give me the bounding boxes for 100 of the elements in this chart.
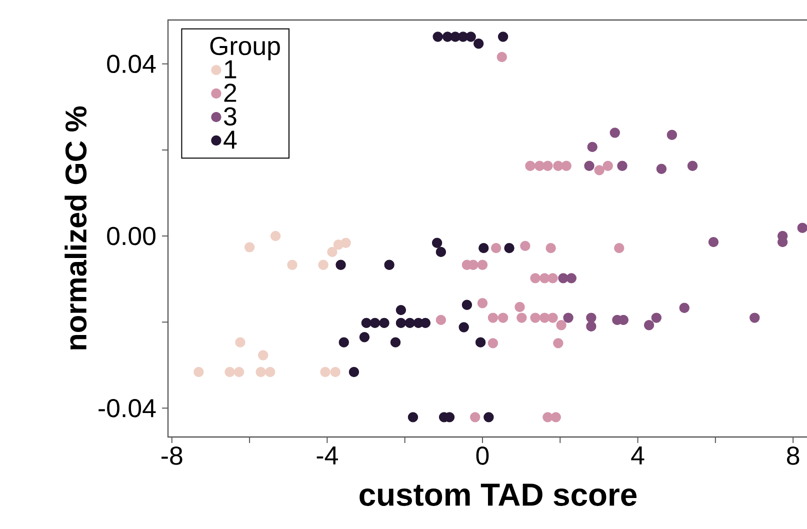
point xyxy=(256,366,266,378)
point xyxy=(318,260,328,270)
point xyxy=(488,338,498,348)
point xyxy=(496,52,507,62)
point xyxy=(466,32,476,42)
point xyxy=(475,337,486,348)
point xyxy=(666,130,678,140)
point xyxy=(498,312,508,323)
point xyxy=(566,273,576,284)
point xyxy=(194,366,204,378)
point xyxy=(348,366,360,378)
point xyxy=(498,32,508,42)
point xyxy=(478,242,489,254)
y-tick-label: 0.04 xyxy=(107,54,156,74)
point xyxy=(379,318,390,328)
legend-label: 1 xyxy=(224,60,236,78)
point xyxy=(338,337,349,348)
point xyxy=(594,165,604,176)
point xyxy=(586,321,596,332)
point xyxy=(404,318,415,328)
point xyxy=(488,312,498,323)
point xyxy=(473,38,484,49)
point xyxy=(244,242,255,252)
point xyxy=(458,322,469,332)
point xyxy=(550,412,561,422)
point xyxy=(470,412,480,422)
point xyxy=(320,366,330,378)
point xyxy=(586,312,596,323)
point xyxy=(340,238,351,248)
point xyxy=(370,318,380,328)
point xyxy=(396,318,406,328)
point xyxy=(617,160,628,171)
point xyxy=(477,298,488,308)
point xyxy=(708,236,719,248)
point xyxy=(514,302,525,312)
point xyxy=(520,240,530,252)
point xyxy=(224,366,235,378)
point xyxy=(656,164,667,174)
point xyxy=(525,160,536,171)
legend-label: 4 xyxy=(224,130,237,149)
point xyxy=(539,312,550,323)
point xyxy=(287,260,298,270)
point xyxy=(530,273,540,284)
point xyxy=(587,142,598,152)
point xyxy=(330,366,340,378)
point xyxy=(361,318,372,328)
point xyxy=(234,366,244,378)
point xyxy=(327,246,338,258)
x-tick-label: 4 xyxy=(631,446,644,464)
point xyxy=(644,320,654,330)
point xyxy=(432,238,442,248)
point xyxy=(614,242,624,254)
point xyxy=(530,312,540,323)
y-tick-label: 0.00 xyxy=(107,226,156,246)
point xyxy=(548,273,558,284)
point xyxy=(542,160,553,171)
point xyxy=(484,412,494,422)
point xyxy=(436,314,446,326)
point xyxy=(270,230,281,242)
point xyxy=(432,32,443,42)
point xyxy=(553,338,564,348)
point xyxy=(408,412,418,422)
point xyxy=(679,302,690,313)
legend-label: 3 xyxy=(224,107,236,126)
point xyxy=(477,260,488,270)
point xyxy=(265,366,276,378)
point xyxy=(651,312,662,323)
point xyxy=(516,312,527,323)
point xyxy=(563,312,574,323)
point xyxy=(504,242,514,254)
x-tick-label: -8 xyxy=(162,446,182,465)
point xyxy=(548,312,558,323)
legend-label: 2 xyxy=(224,84,236,102)
point xyxy=(539,273,550,284)
point xyxy=(390,337,401,348)
point xyxy=(359,332,370,342)
x-axis-title: custom TAD score xyxy=(360,484,637,506)
point xyxy=(490,242,502,254)
point xyxy=(610,128,620,138)
y-tick-label: -0.04 xyxy=(98,398,156,418)
legend-title: Group xyxy=(210,36,280,60)
point xyxy=(462,300,472,310)
x-tick-label: -4 xyxy=(316,446,338,464)
point xyxy=(687,160,698,171)
point xyxy=(556,320,566,330)
y-axis-title: normalized GC % xyxy=(64,106,87,350)
x-tick-label: 0 xyxy=(476,446,489,465)
point xyxy=(584,160,594,171)
point xyxy=(420,318,431,328)
point xyxy=(396,304,406,316)
point xyxy=(546,242,556,254)
point xyxy=(561,160,572,171)
point xyxy=(436,246,446,258)
x-tick-label: 8 xyxy=(786,446,800,465)
point xyxy=(336,260,346,270)
point xyxy=(235,337,246,348)
point xyxy=(384,260,394,270)
point xyxy=(602,160,613,171)
point xyxy=(750,312,760,323)
point xyxy=(258,350,268,360)
